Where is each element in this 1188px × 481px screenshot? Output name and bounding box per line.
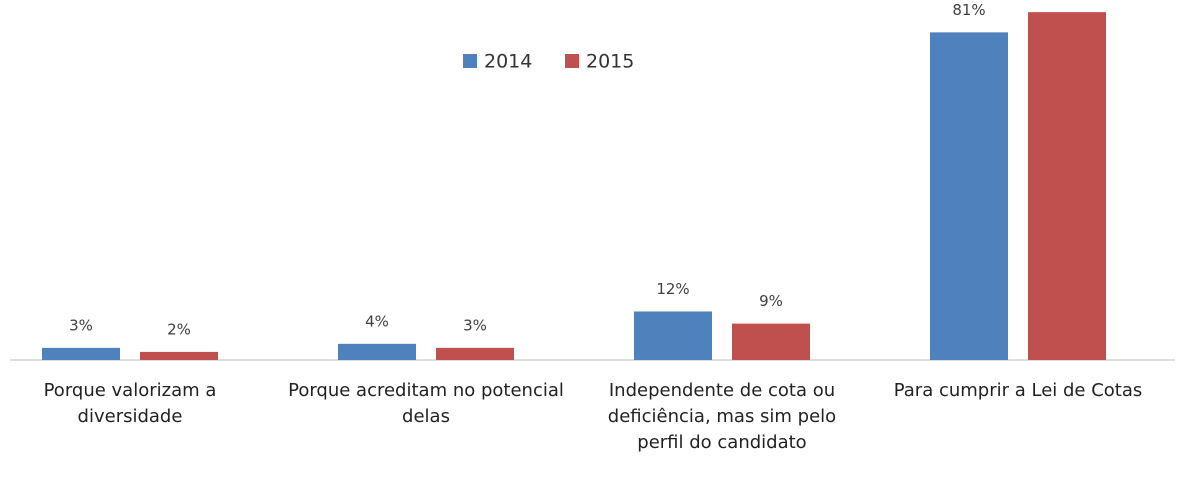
bar: [42, 347, 120, 360]
legend-label: 2015: [586, 51, 634, 73]
value-label: 3%: [463, 316, 487, 334]
bar: [930, 32, 1008, 360]
value-label: 3%: [69, 316, 93, 334]
legend-swatch: [463, 54, 477, 68]
bar: [634, 311, 712, 360]
x-tick-label: Independente de cota ou deficiência, mas…: [607, 380, 837, 453]
legend-swatch: [565, 54, 579, 68]
value-label: 2%: [167, 320, 191, 338]
value-label: 4%: [365, 312, 389, 330]
bar: [732, 323, 810, 360]
x-tick-label: Porque valorizam a diversidade: [43, 380, 217, 427]
bar: [1028, 12, 1106, 361]
legend-label: 2014: [484, 51, 532, 73]
x-tick-label: Para cumprir a Lei de Cotas: [893, 380, 1143, 401]
value-label: 9%: [759, 292, 783, 310]
value-label: 12%: [656, 280, 689, 298]
x-tick-label: Porque acreditam no potencial delas: [288, 380, 564, 427]
value-label: 81%: [952, 1, 985, 19]
bar: [436, 347, 514, 360]
x-tick-label-box: Independente de cota ou deficiência, mas…: [607, 380, 837, 453]
x-tick-label-box: Porque valorizam a diversidade: [43, 380, 217, 427]
x-tick-label-box: Porque acreditam no potencial delas: [288, 380, 564, 427]
bar: [338, 343, 416, 360]
bar: [140, 351, 218, 360]
x-tick-label-box: Para cumprir a Lei de Cotas: [893, 380, 1143, 401]
